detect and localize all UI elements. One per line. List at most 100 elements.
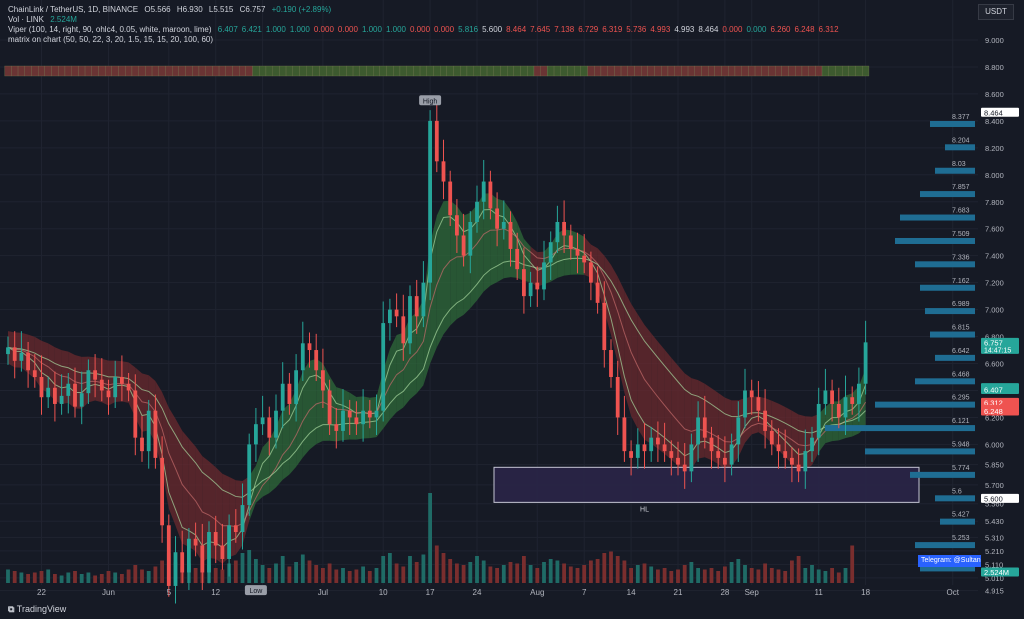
candle-body-16 bbox=[113, 377, 118, 398]
profile-label-4: 7.683 bbox=[952, 208, 970, 215]
volume-bar-2 bbox=[19, 572, 24, 583]
trend-cell-57 bbox=[386, 65, 394, 77]
volume-bar-4 bbox=[32, 572, 37, 583]
currency-button[interactable]: USDT bbox=[978, 4, 1014, 20]
header-matrix: matrix on chart (50, 50, 22, 3, 20, 1.5,… bbox=[8, 35, 217, 45]
trend-cell-71 bbox=[480, 65, 488, 77]
price-label-bg-4 bbox=[981, 397, 1019, 407]
y-tick-1: 8.800 bbox=[985, 63, 1004, 72]
profile-bar-6 bbox=[915, 261, 975, 268]
candle-body-119 bbox=[803, 451, 808, 472]
volume-bar-36 bbox=[247, 550, 252, 583]
candle-body-106 bbox=[716, 451, 721, 458]
trend-cell-34 bbox=[232, 65, 240, 77]
trend-cell-31 bbox=[212, 65, 220, 77]
candle-body-82 bbox=[555, 221, 560, 243]
ribbon-seg-94 bbox=[631, 303, 638, 429]
ma-line-fast bbox=[7, 208, 867, 549]
profile-label-10: 6.642 bbox=[952, 348, 970, 355]
volume-bar-62 bbox=[421, 554, 426, 583]
viper-value-3: 1.000 bbox=[289, 25, 310, 34]
ribbon-seg-95 bbox=[637, 314, 645, 440]
candle-body-29 bbox=[200, 545, 205, 573]
volume-bar-46 bbox=[314, 565, 319, 583]
trend-cell-93 bbox=[627, 65, 635, 77]
trend-cell-108 bbox=[728, 65, 736, 77]
trend-cell-76 bbox=[513, 65, 521, 77]
volume-bar-38 bbox=[260, 565, 265, 583]
profile-label-11: 6.468 bbox=[952, 371, 970, 378]
volume-bar-13 bbox=[93, 575, 97, 583]
viper-value-22: 0.000 bbox=[746, 25, 767, 34]
volume-bar-103 bbox=[696, 568, 700, 583]
volume-bar-82 bbox=[555, 560, 560, 583]
x-tick-12: 21 bbox=[674, 588, 683, 597]
candle-body-63 bbox=[428, 120, 432, 283]
viper-value-15: 6.729 bbox=[578, 25, 599, 34]
candle-body-62 bbox=[421, 282, 426, 317]
volume-bar-86 bbox=[582, 565, 587, 583]
trend-cell-58 bbox=[393, 65, 401, 77]
profile-bar-4 bbox=[900, 214, 975, 221]
trend-cell-122 bbox=[821, 65, 829, 77]
trend-cell-101 bbox=[681, 65, 689, 77]
ribbon-seg-101 bbox=[678, 365, 685, 472]
header-viper: Viper (100, 14, right, 90, ohlc4, 0.05, … bbox=[8, 25, 847, 35]
trend-cell-106 bbox=[714, 65, 722, 77]
trend-cell-72 bbox=[486, 65, 494, 77]
ma-line-mid bbox=[7, 228, 867, 528]
profile-label-17: 5.427 bbox=[952, 512, 970, 519]
ribbon-seg-89 bbox=[597, 248, 605, 312]
profile-bar-14 bbox=[865, 448, 975, 455]
trend-cell-86 bbox=[580, 65, 588, 77]
ribbon-seg-117 bbox=[785, 406, 792, 464]
volume-bar-7 bbox=[53, 574, 57, 583]
candle-body-74 bbox=[501, 221, 506, 229]
viper-value-23: 6.260 bbox=[770, 25, 791, 34]
trend-cell-47 bbox=[319, 65, 327, 77]
x-tick-14: Sep bbox=[745, 588, 760, 597]
y-tick-4: 8.200 bbox=[985, 144, 1004, 153]
trend-cell-6 bbox=[44, 65, 52, 77]
candle-body-1 bbox=[12, 347, 17, 361]
volume-bar-32 bbox=[220, 569, 225, 583]
candle-body-107 bbox=[723, 457, 727, 465]
volume-bar-20 bbox=[140, 569, 144, 583]
candle-body-127 bbox=[857, 383, 861, 404]
trend-cell-102 bbox=[687, 65, 695, 77]
trend-cell-37 bbox=[252, 65, 260, 77]
ribbon-seg-91 bbox=[611, 264, 618, 363]
price-label-4: 6.312 bbox=[984, 398, 1003, 407]
viper-value-12: 8.464 bbox=[506, 25, 527, 34]
volume-bar-101 bbox=[682, 565, 687, 583]
candle-body-45 bbox=[307, 343, 312, 351]
candle-body-2 bbox=[19, 352, 24, 361]
trend-cell-117 bbox=[788, 65, 796, 77]
y-tick-0: 9.000 bbox=[985, 36, 1004, 45]
trend-cell-74 bbox=[500, 65, 508, 77]
candle-body-113 bbox=[763, 410, 767, 431]
volume-bar-115 bbox=[776, 569, 781, 583]
viper-value-24: 6.248 bbox=[794, 25, 815, 34]
volume-bar-3 bbox=[26, 574, 30, 583]
candle-body-59 bbox=[401, 316, 406, 344]
ribbon-seg-42 bbox=[282, 403, 290, 480]
trend-cell-48 bbox=[326, 65, 334, 77]
ribbon-seg-118 bbox=[791, 410, 799, 471]
trend-cell-28 bbox=[192, 65, 200, 77]
volume-bar-21 bbox=[146, 571, 151, 583]
viper-value-6: 1.000 bbox=[361, 25, 382, 34]
tradingview-logo: ⧉ TradingView bbox=[8, 604, 67, 614]
volume-bar-6 bbox=[46, 569, 51, 583]
trend-cell-44 bbox=[299, 65, 307, 77]
volume-bar-90 bbox=[609, 551, 613, 583]
ribbon-seg-98 bbox=[657, 341, 665, 454]
volume-bar-119 bbox=[803, 568, 808, 583]
candle-body-9 bbox=[66, 383, 71, 396]
y-tick-18: 5.560 bbox=[985, 500, 1004, 509]
volume-bar-71 bbox=[481, 560, 486, 583]
trend-cell-35 bbox=[238, 65, 246, 77]
trend-cell-82 bbox=[553, 65, 561, 77]
trend-cell-3 bbox=[24, 65, 32, 77]
